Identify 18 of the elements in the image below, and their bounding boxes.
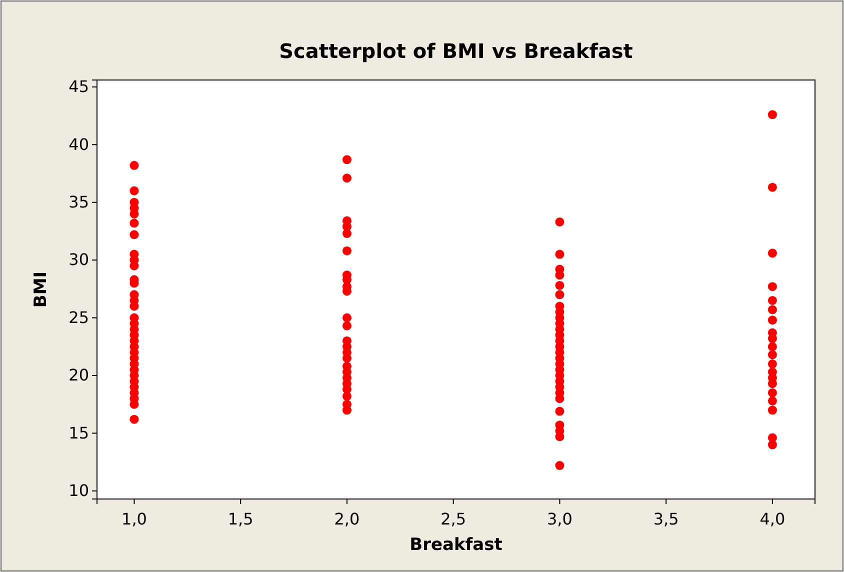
x-tick-label: 2,0 [334, 510, 360, 529]
chart-title: Scatterplot of BMI vs Breakfast [279, 39, 634, 63]
y-tick-label: 10 [68, 481, 89, 500]
x-tick-label: 2,5 [440, 510, 466, 529]
y-tick-label: 25 [68, 308, 89, 327]
x-tick-label: 3,5 [653, 510, 679, 529]
y-tick-label: 15 [68, 423, 89, 442]
y-tick-label: 20 [68, 366, 89, 385]
x-tick-label: 1,0 [122, 510, 147, 529]
x-tick-label: 4,0 [760, 510, 786, 529]
y-tick-label: 35 [68, 192, 89, 212]
y-axis-title: BMI [31, 271, 51, 308]
y-tick-label: 40 [68, 134, 89, 154]
y-tick-label: 45 [68, 77, 89, 96]
x-axis-title: Breakfast [410, 535, 502, 555]
y-tick-label: 30 [68, 250, 89, 270]
x-tick-label: 3,0 [546, 510, 572, 529]
x-tick-label: 1,5 [228, 510, 254, 529]
